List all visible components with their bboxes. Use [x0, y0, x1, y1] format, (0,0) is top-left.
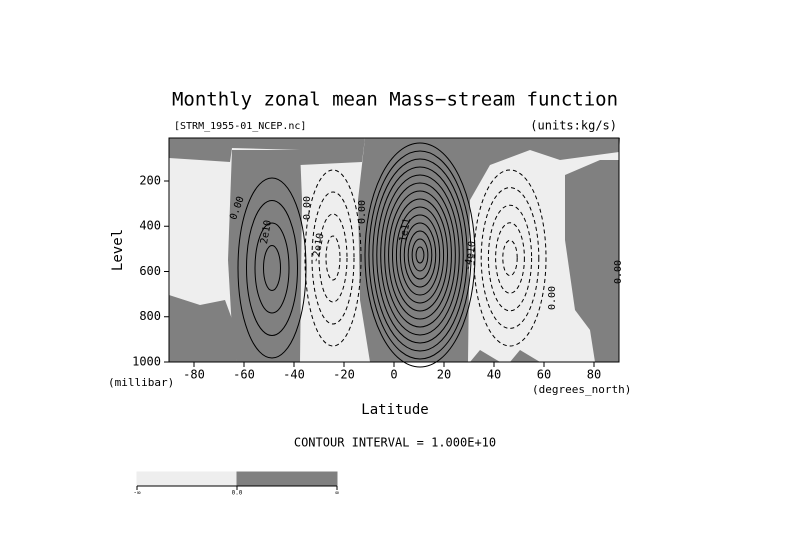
- y-tick-label: 400: [139, 219, 161, 233]
- contour-line: [325, 235, 341, 281]
- contour-line: [495, 222, 525, 294]
- colorbar-label: ∞: [335, 490, 339, 497]
- x-tick-label: 60: [537, 368, 551, 382]
- contour-line: [372, 158, 468, 352]
- x-axis-label: Latitude: [361, 402, 428, 418]
- positive-shading: [510, 350, 540, 362]
- x-tick-label: -40: [283, 368, 305, 382]
- positive-shading: [169, 138, 365, 165]
- positive-shading: [565, 160, 619, 362]
- x-tick-label: 40: [487, 368, 501, 382]
- y-tick-label: 600: [139, 264, 161, 278]
- file-label: [STRM_1955-01_NCEP.nc]: [174, 121, 306, 132]
- contour-line: [263, 245, 281, 291]
- contour-line: [388, 190, 452, 320]
- y-unit-label: (millibar): [108, 376, 174, 389]
- contour-line: [399, 214, 441, 296]
- contour-line: [407, 230, 433, 280]
- y-tick-label: 200: [139, 173, 161, 187]
- contour-interval: CONTOUR INTERVAL = 1.000E+10: [294, 436, 496, 450]
- contour-line: [254, 222, 290, 314]
- x-unit-label: (degrees_north): [532, 383, 631, 396]
- x-tick-label: 80: [587, 368, 601, 382]
- contour-line: [502, 239, 518, 277]
- contour-line: [395, 206, 445, 304]
- contour-line: [392, 198, 448, 312]
- contour-line: [480, 187, 540, 329]
- x-tick-label: 20: [437, 368, 451, 382]
- contour-line: [403, 222, 437, 288]
- y-tick-label: 800: [139, 309, 161, 323]
- chart-title: Monthly zonal mean Mass−stream function: [172, 89, 618, 111]
- contour-line: [380, 174, 460, 336]
- contour-line: [487, 204, 533, 312]
- positive-shading: [470, 350, 500, 362]
- x-tick-label: -80: [183, 368, 205, 382]
- colorbar-label: -∞: [133, 490, 141, 497]
- y-axis-label: Level: [110, 229, 126, 271]
- contour-line: [368, 150, 472, 360]
- colorbar-box: [236, 471, 338, 487]
- positive-shading: [169, 295, 237, 362]
- contour-label: 0.00: [302, 196, 313, 220]
- y-tick-label: 1000: [132, 355, 161, 369]
- colorbar-box: [136, 471, 238, 487]
- contour-label: 0.00: [547, 286, 558, 310]
- contour-line: [384, 182, 456, 328]
- x-tick-label: 0: [390, 368, 397, 382]
- contour-line: [311, 191, 355, 325]
- contour-line: [415, 246, 425, 264]
- contour-label: 1e11: [398, 217, 413, 243]
- contour-line: [364, 142, 476, 368]
- contour-line: [376, 166, 464, 344]
- units-label: (units:kg/s): [530, 119, 617, 133]
- contour-label: 0.00: [357, 200, 368, 224]
- colorbar-label: 0.0: [232, 490, 243, 497]
- contour-line: [304, 169, 362, 347]
- contour-label: -2e10: [310, 232, 326, 264]
- contour-line: [246, 200, 298, 336]
- contour-line: [411, 238, 429, 272]
- positive-shading: [358, 138, 620, 362]
- x-tick-label: -60: [233, 368, 255, 382]
- contour-line: [473, 169, 547, 347]
- contour-line: [237, 177, 307, 359]
- contour-line: [318, 213, 348, 303]
- x-tick-label: -20: [333, 368, 355, 382]
- contour-label: 2e10: [259, 219, 274, 245]
- contour-label: -4e10: [462, 240, 478, 272]
